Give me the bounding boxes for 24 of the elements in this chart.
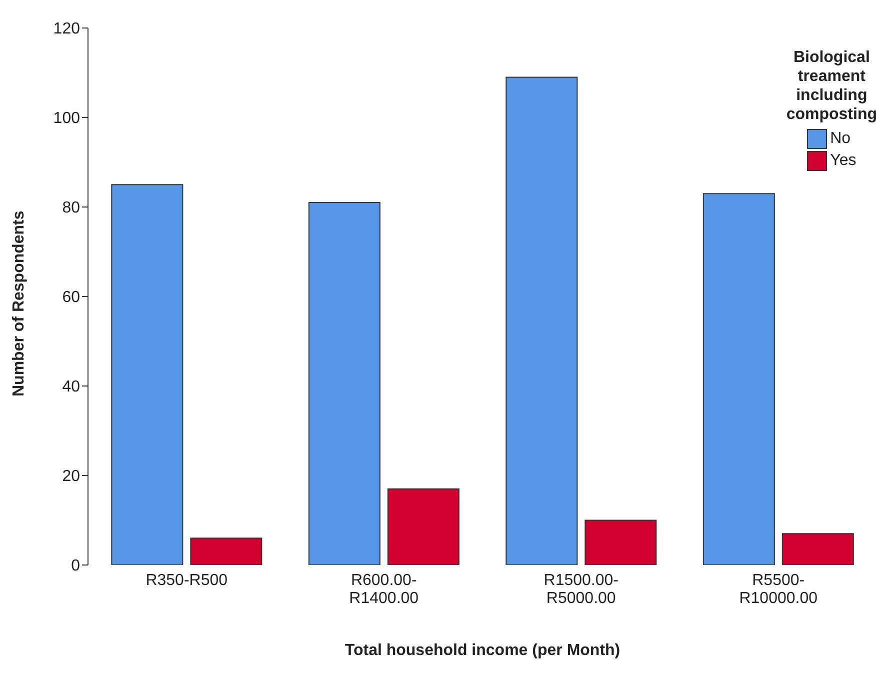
bar [702, 193, 775, 565]
x-tick-label: R350-R500 [146, 572, 228, 589]
y-tick-label: 120 [53, 20, 80, 38]
y-tick-label: 60 [62, 289, 80, 306]
bar [111, 184, 184, 565]
legend-label: No [830, 130, 851, 148]
x-axis-title: Total household income (per Month) [344, 642, 620, 659]
x-tick-label: R5500-R10000.00 [739, 572, 818, 607]
bar [506, 76, 578, 565]
x-tick-label: R600.00-R1400.00 [349, 572, 419, 607]
bar [584, 520, 657, 565]
bar [387, 488, 460, 565]
bar [308, 202, 380, 565]
legend-title: Biological treament including composting [786, 48, 877, 124]
bar [190, 538, 262, 565]
y-tick-label: 80 [62, 200, 80, 217]
bar [782, 533, 854, 565]
y-tick-label: 20 [62, 468, 80, 486]
y-axis-title: Number of Respondents [10, 210, 28, 396]
x-tick-label: R1500.00-R5000.00 [544, 572, 618, 607]
y-tick-label: 40 [62, 378, 80, 396]
y-tick-label: 0 [71, 558, 80, 575]
legend-label: Yes [830, 152, 856, 170]
y-tick-label: 100 [53, 110, 80, 128]
